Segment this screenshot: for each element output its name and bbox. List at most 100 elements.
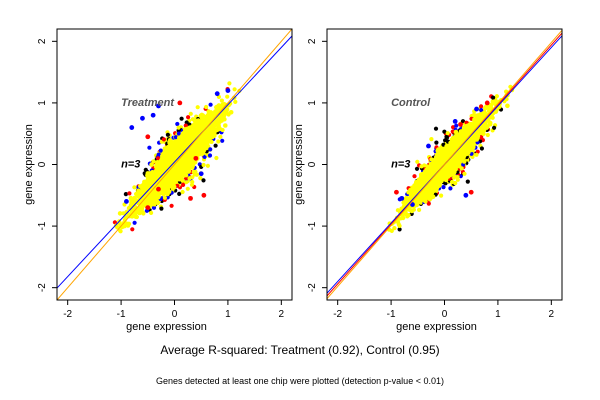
data-point xyxy=(405,214,410,219)
data-point xyxy=(219,104,224,110)
data-point xyxy=(179,138,184,143)
data-point xyxy=(149,173,154,179)
outlier-point xyxy=(201,192,207,198)
data-point xyxy=(232,87,237,92)
data-point xyxy=(183,166,189,171)
data-point xyxy=(173,171,178,176)
data-point xyxy=(193,133,199,138)
data-point xyxy=(192,172,197,177)
data-point xyxy=(186,115,191,120)
data-point xyxy=(193,118,199,124)
data-point xyxy=(411,207,416,212)
data-point xyxy=(115,225,120,230)
data-point xyxy=(123,192,128,197)
outlier-point xyxy=(145,205,151,211)
data-point xyxy=(471,112,477,117)
data-point xyxy=(151,205,157,210)
x-tick-label: -1 xyxy=(117,309,126,320)
data-point xyxy=(188,163,193,169)
data-point xyxy=(202,154,207,159)
data-point xyxy=(196,150,201,155)
data-point xyxy=(165,171,170,177)
data-point xyxy=(193,126,198,132)
data-point xyxy=(184,173,189,178)
data-point xyxy=(429,137,434,142)
outlier-point xyxy=(124,199,129,204)
data-point xyxy=(163,188,168,194)
data-point xyxy=(184,135,190,140)
data-point xyxy=(202,122,208,128)
data-point xyxy=(426,201,431,206)
data-point xyxy=(444,134,449,139)
outlier-point xyxy=(150,112,156,118)
data-point xyxy=(180,170,186,176)
outlier-point xyxy=(140,115,145,121)
data-point xyxy=(479,146,484,151)
data-point xyxy=(163,162,168,168)
outlier-point xyxy=(156,186,161,192)
y-tick-label: -2 xyxy=(37,283,48,292)
data-point xyxy=(442,129,447,134)
data-point xyxy=(212,130,217,135)
x-axis-label: gene expression xyxy=(126,321,207,333)
data-point xyxy=(132,220,137,225)
data-point xyxy=(159,206,164,211)
data-point xyxy=(448,186,453,191)
data-point xyxy=(425,164,430,169)
y-tick-label: 2 xyxy=(37,38,48,44)
data-point xyxy=(169,203,174,208)
data-point xyxy=(165,132,170,137)
sample-size-label: n=3 xyxy=(121,159,140,171)
data-point xyxy=(201,162,206,168)
data-point xyxy=(160,155,165,161)
panel-title: Treatment xyxy=(121,97,175,109)
data-point xyxy=(178,162,184,167)
data-point xyxy=(392,226,397,231)
fit-line xyxy=(57,29,292,300)
data-point xyxy=(216,139,221,144)
data-point xyxy=(207,133,212,139)
data-point xyxy=(208,147,213,152)
data-point xyxy=(389,228,394,233)
x-tick-label: 1 xyxy=(225,309,231,320)
data-point xyxy=(218,126,223,132)
data-point xyxy=(460,119,466,124)
y-tick-label: 1 xyxy=(37,100,48,106)
data-point xyxy=(412,174,417,179)
data-point xyxy=(155,156,161,161)
data-point xyxy=(223,123,228,128)
data-point xyxy=(465,179,470,184)
data-point xyxy=(189,151,195,156)
data-point xyxy=(127,191,132,196)
data-point xyxy=(221,114,226,120)
data-point xyxy=(180,189,185,195)
data-point xyxy=(170,160,176,165)
data-point xyxy=(166,144,171,149)
data-point xyxy=(143,167,148,172)
data-point xyxy=(179,116,184,121)
y-axis-label: gene expression xyxy=(23,124,35,205)
data-point xyxy=(158,148,163,153)
data-point xyxy=(183,123,188,128)
data-point xyxy=(492,125,497,130)
data-point xyxy=(419,164,424,169)
data-point xyxy=(112,220,117,225)
data-point xyxy=(151,159,156,164)
data-point xyxy=(150,188,156,194)
data-point xyxy=(201,178,206,183)
data-point xyxy=(155,168,161,173)
data-point xyxy=(175,162,180,167)
data-point xyxy=(228,110,234,115)
data-point xyxy=(208,102,213,107)
data-point xyxy=(434,140,439,145)
data-point xyxy=(175,121,180,127)
data-point xyxy=(122,224,127,229)
data-point xyxy=(185,130,191,135)
data-point xyxy=(141,184,146,190)
data-point xyxy=(190,179,195,185)
data-point xyxy=(454,123,459,128)
outlier-point xyxy=(177,100,183,106)
